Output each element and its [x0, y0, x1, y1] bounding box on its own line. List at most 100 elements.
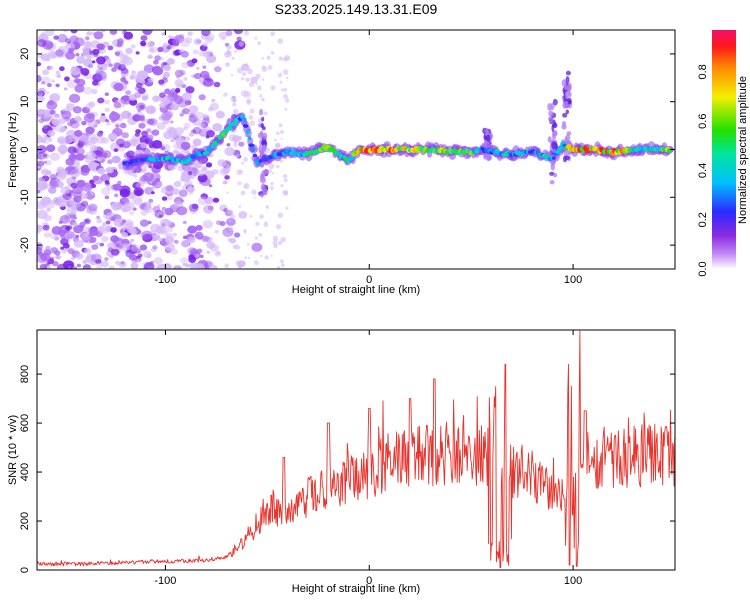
noise-blob — [242, 72, 247, 77]
ridge-spike — [260, 130, 264, 137]
noise-blob — [100, 173, 111, 182]
noise-blob — [73, 239, 84, 248]
ridge-spike — [553, 173, 558, 178]
noise-blob — [72, 106, 82, 114]
noise-blob — [249, 120, 255, 126]
noise-blob — [37, 209, 48, 219]
noise-blob — [45, 90, 50, 95]
noise-blob — [270, 85, 276, 91]
noise-blob — [235, 154, 240, 158]
noise-blob — [226, 217, 236, 226]
ridge-spike — [562, 155, 568, 163]
noise-blob — [49, 93, 61, 103]
noise-blob — [107, 242, 116, 250]
colorbar-tick-label: 0.2 — [697, 212, 709, 227]
ridge-spike — [547, 136, 552, 143]
noise-blob — [206, 250, 211, 254]
noise-blob — [164, 219, 172, 227]
noise-blob — [161, 32, 166, 36]
noise-blob — [60, 186, 70, 195]
noise-blob — [229, 227, 234, 232]
noise-blob — [147, 54, 153, 59]
noise-blob — [176, 206, 188, 216]
noise-blob — [138, 115, 145, 121]
noise-blob — [198, 78, 204, 84]
noise-blob — [80, 169, 90, 176]
noise-blob — [89, 144, 98, 152]
noise-blob — [234, 244, 241, 250]
noise-blob — [96, 56, 106, 65]
noise-blob — [83, 86, 93, 95]
noise-blob — [254, 36, 258, 40]
ridge-spike — [486, 134, 491, 143]
noise-blob — [277, 38, 284, 44]
noise-blob — [37, 224, 41, 230]
noise-blob — [47, 130, 56, 137]
noise-blob — [275, 142, 281, 148]
noise-blob — [41, 182, 50, 190]
noise-blob — [65, 103, 75, 111]
noise-blob — [46, 207, 51, 212]
noise-blob — [199, 254, 204, 258]
ridge-core — [241, 117, 247, 122]
noise-blob — [37, 62, 42, 67]
noise-blob — [37, 110, 43, 119]
noise-blob — [183, 122, 191, 129]
noise-blob — [38, 87, 46, 95]
noise-blob — [86, 112, 95, 120]
noise-blob — [88, 233, 93, 238]
noise-blob — [248, 256, 251, 259]
noise-blob — [76, 263, 82, 268]
noise-blob — [70, 182, 78, 189]
x-tick-label: -100 — [154, 575, 176, 587]
noise-blob — [276, 266, 281, 269]
noise-blob — [136, 255, 141, 260]
noise-blob — [43, 232, 51, 238]
noise-blob — [140, 142, 148, 149]
ridge-spike — [262, 132, 268, 140]
noise-blob — [246, 68, 253, 75]
noise-blob — [96, 136, 106, 144]
noise-blob — [167, 195, 173, 201]
ridge-spike — [260, 193, 264, 198]
x-tick-label: -100 — [154, 274, 176, 286]
noise-blob — [276, 164, 280, 169]
noise-blob — [152, 66, 164, 76]
noise-blob — [110, 158, 116, 163]
noise-blob — [180, 257, 189, 264]
noise-blob — [246, 243, 250, 246]
noise-blob — [214, 229, 219, 234]
noise-blob — [130, 44, 136, 49]
noise-blob — [193, 72, 202, 80]
noise-blob — [78, 134, 88, 142]
colorbar-tick-label: 0.6 — [697, 114, 709, 129]
ridge-spike — [551, 130, 558, 137]
noise-blob — [245, 77, 250, 82]
noise-blob — [188, 132, 195, 137]
noise-blob — [78, 118, 83, 122]
noise-blob — [113, 102, 122, 109]
noise-blob — [192, 49, 199, 55]
noise-blob — [202, 65, 207, 69]
noise-blob — [104, 257, 109, 261]
noise-blob — [233, 232, 241, 238]
colorbar-tick-label: 0.4 — [697, 163, 709, 178]
noise-blob — [83, 40, 92, 48]
ridge-spike — [552, 98, 558, 106]
noise-blob — [141, 230, 153, 240]
noise-blob — [61, 236, 70, 244]
noise-blob — [41, 135, 51, 144]
noise-blob — [261, 56, 265, 60]
noise-blob — [121, 238, 130, 246]
noise-blob — [51, 79, 56, 83]
noise-blob — [213, 81, 221, 88]
snr-panel: -100 0 100 0 200 400 600 800 Height of straight… — [7, 329, 676, 595]
noise-blob — [42, 153, 48, 158]
noise-blob — [131, 138, 141, 145]
ridge-spike — [551, 141, 557, 150]
noise-blob — [154, 234, 161, 240]
noise-blob — [225, 164, 231, 170]
noise-blob — [214, 66, 222, 73]
noise-blob — [108, 254, 114, 259]
spectrogram-frame — [36, 29, 676, 270]
